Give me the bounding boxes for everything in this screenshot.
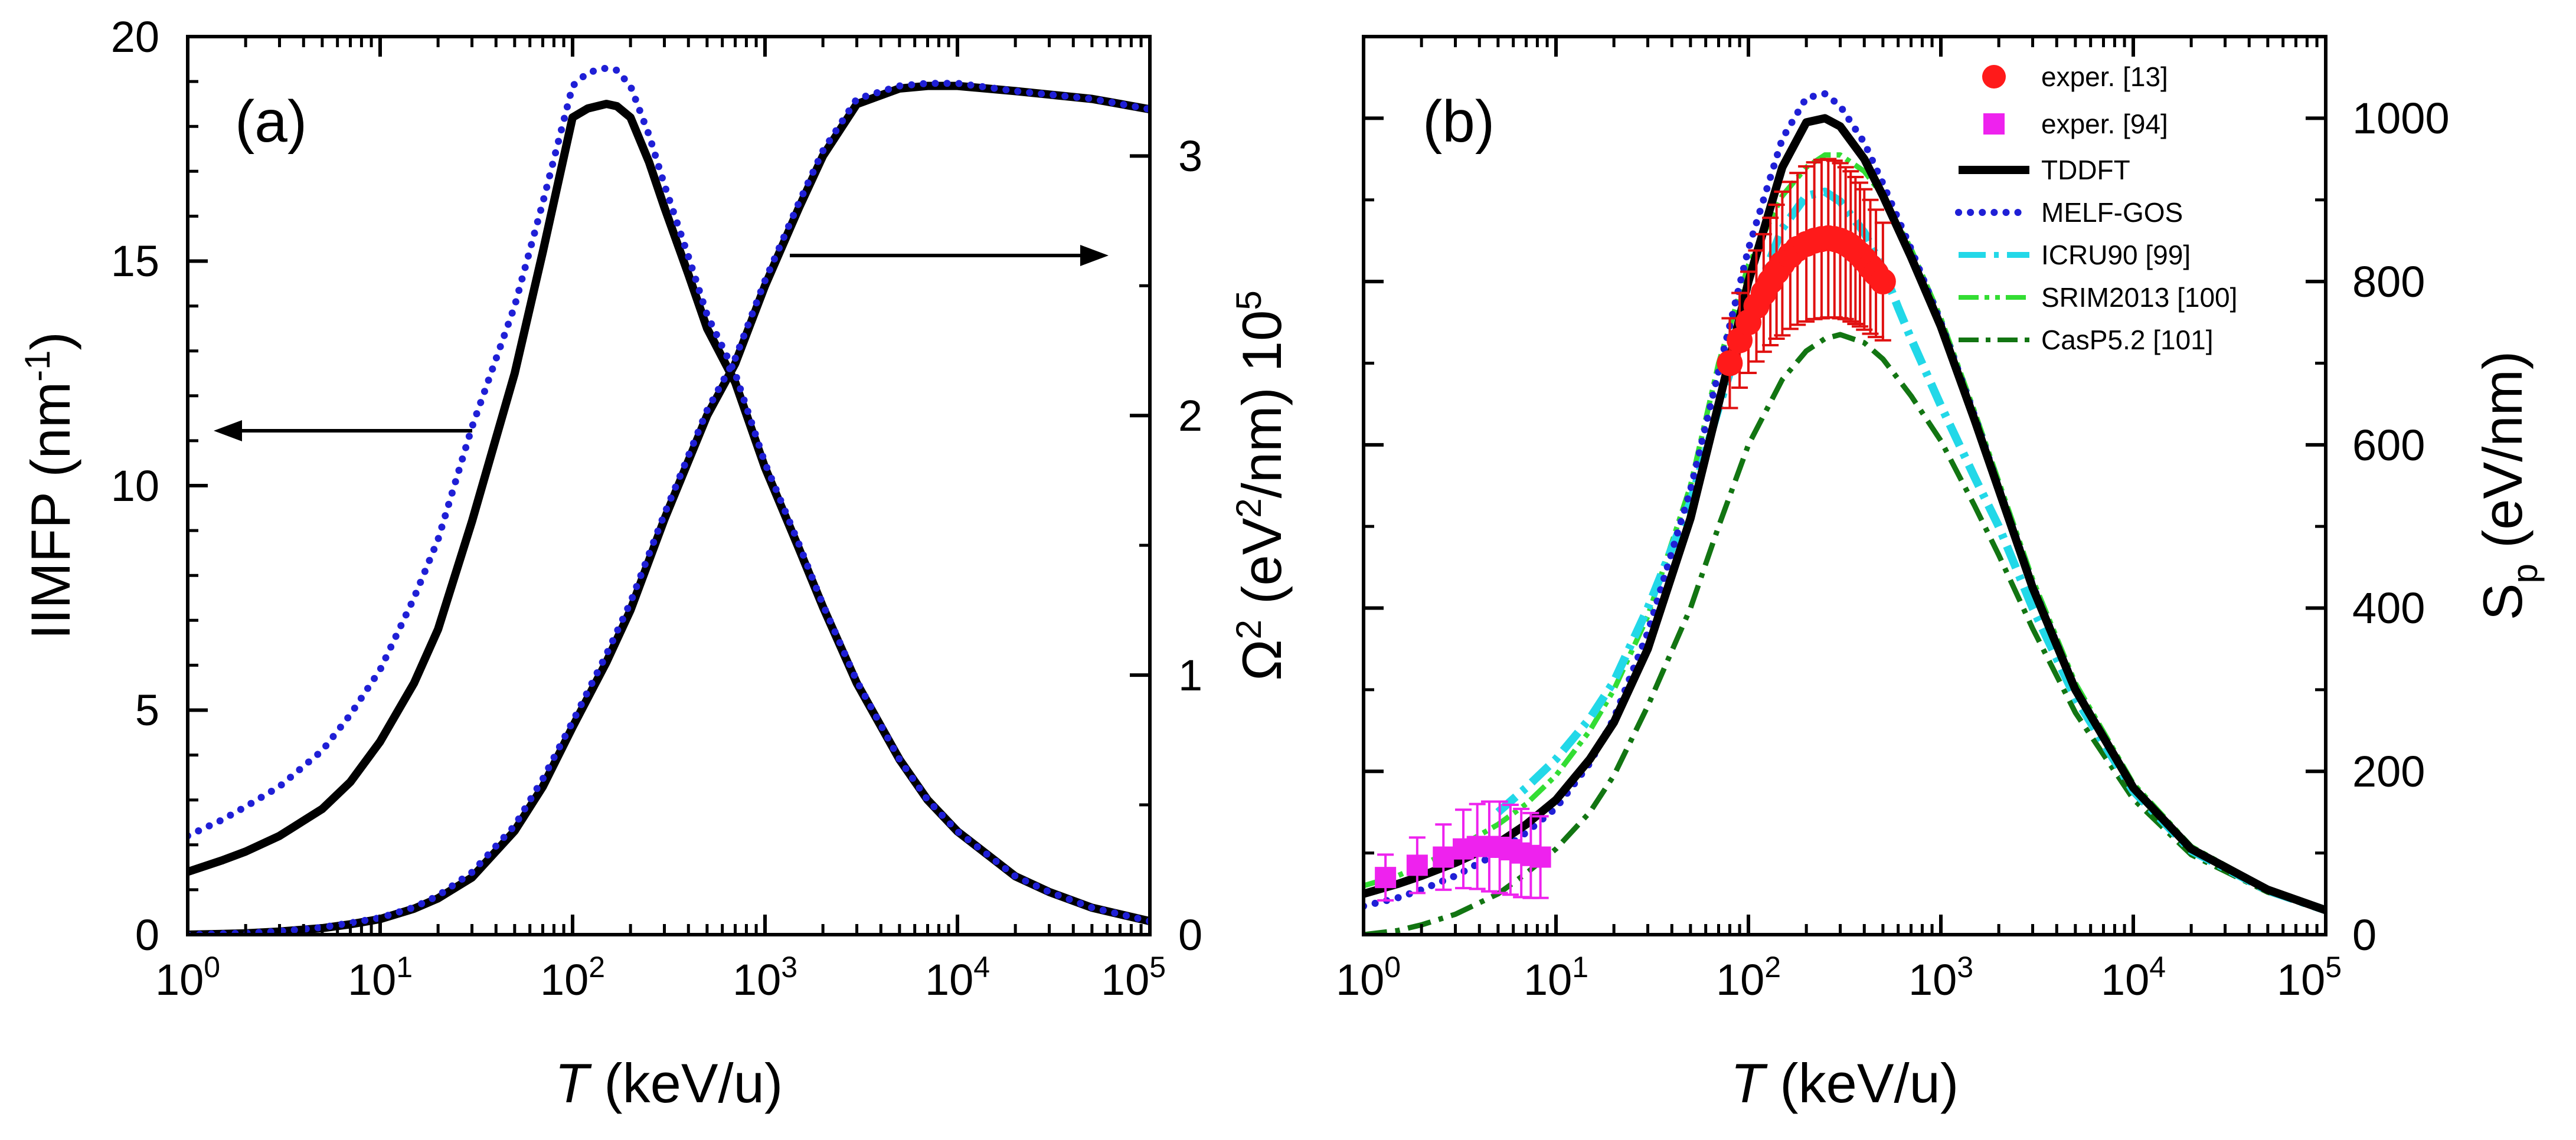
data-point xyxy=(1869,268,1896,295)
legend-label: exper. [13] xyxy=(2041,61,2168,92)
series-iimfp-melf-gos xyxy=(188,64,1150,925)
panel-a-label: (a) xyxy=(235,89,307,155)
panel-b-ytick-label: 1000 xyxy=(2352,94,2450,143)
panel-b-label: (b) xyxy=(1423,89,1495,155)
panel-a-y2tick-label: 3 xyxy=(1178,132,1202,181)
panel-a-xtick-label: 100 xyxy=(155,951,220,1004)
legend-entry-icru90: ICRU90 [99] xyxy=(1959,240,2191,270)
panel-b-ytick-label: 0 xyxy=(2352,910,2376,959)
panel-a-ytick-label: 0 xyxy=(135,910,159,959)
legend-entry-tddft: TDDFT xyxy=(1959,155,2130,185)
panel-b-xlabel: T (keV/u) xyxy=(1731,1052,1959,1114)
data-point xyxy=(1529,846,1551,868)
legend-entry-melf-gos: MELF-GOS xyxy=(1955,197,2183,228)
panel-b: 0 200 400 600 800 1000 100 101 102 103 1… xyxy=(1336,35,2545,1114)
panel-a: 0 5 10 15 20 0 1 2 3 100 101 102 103 104… xyxy=(18,12,1293,1114)
panel-b-ytick-label: 800 xyxy=(2352,257,2425,306)
data-point xyxy=(1406,854,1428,876)
panel-b-xtick-label: 100 xyxy=(1336,951,1401,1004)
data-point xyxy=(1717,350,1743,376)
panel-a-series xyxy=(188,64,1150,935)
panel-b-ylabel: Sp (eV/nm) xyxy=(2472,351,2545,620)
data-point xyxy=(1433,846,1454,868)
legend-entry-exper13: exper. [13] xyxy=(1982,61,2168,92)
legend-label: CasP5.2 [101] xyxy=(2041,325,2214,355)
panel-a-xlabel: T (keV/u) xyxy=(555,1052,783,1114)
panel-b-xtick-label: 105 xyxy=(2277,951,2342,1004)
panel-b-xtick-label: 101 xyxy=(1524,951,1588,1004)
panel-a-ylabel-left: IIMFP (nm-1) xyxy=(18,332,81,640)
legend-label: exper. [94] xyxy=(2041,109,2168,139)
series-casp5-2-101 xyxy=(1364,332,2326,935)
panel-a-ytick-label: 15 xyxy=(111,237,159,286)
panel-b-ytick-label: 200 xyxy=(2352,747,2425,796)
panel-a-ylabel-right: Ω2 (eV2/nm) 105 xyxy=(1229,290,1293,681)
panel-a-arrow-left xyxy=(214,420,472,441)
legend-entry-srim2013: SRIM2013 [100] xyxy=(1959,282,2237,313)
panel-b-ticks xyxy=(1362,35,2327,936)
series-exper-94 xyxy=(1375,800,1551,902)
panel-a-ytick-label: 5 xyxy=(135,686,159,735)
panel-a-ytick-label: 20 xyxy=(111,12,159,61)
panel-b-ytick-label: 600 xyxy=(2352,421,2425,470)
panel-a-y2tick-label: 0 xyxy=(1178,910,1202,959)
panel-a-xtick-label: 104 xyxy=(925,951,990,1004)
legend-entry-exper94: exper. [94] xyxy=(1983,109,2168,139)
panel-a-xtick-label: 101 xyxy=(348,951,413,1004)
series-tddft xyxy=(1364,114,2326,915)
legend-entry-casp52: CasP5.2 [101] xyxy=(1959,325,2214,355)
legend-label: ICRU90 [99] xyxy=(2041,240,2191,270)
panel-a-y2tick-label: 2 xyxy=(1178,391,1202,440)
panel-a-xtick-label: 105 xyxy=(1101,951,1166,1004)
panel-b-xtick-label: 102 xyxy=(1716,951,1781,1004)
panel-a-ytick-label: 10 xyxy=(111,461,159,510)
legend-label: SRIM2013 [100] xyxy=(2041,282,2237,313)
panel-b-frame xyxy=(1362,35,2327,936)
panel-a-arrow-right xyxy=(790,245,1109,266)
data-point xyxy=(1375,867,1397,889)
panel-b-xtick-label: 104 xyxy=(2101,951,2166,1004)
panel-a-xtick-label: 102 xyxy=(540,951,605,1004)
panel-a-ticks xyxy=(186,35,1152,936)
panel-b-ytick-label: 400 xyxy=(2352,584,2425,633)
panel-a-y2tick-label: 1 xyxy=(1178,651,1202,700)
legend-label: MELF-GOS xyxy=(2041,197,2183,228)
series-exper-13 xyxy=(1717,158,1896,410)
panel-b-series xyxy=(1364,90,2326,935)
panel-a-xtick-label: 103 xyxy=(733,951,797,1004)
panel-b-legend: exper. [13] exper. [94] TDDFT MELF-GOS I… xyxy=(1955,61,2237,355)
legend-label: TDDFT xyxy=(2041,155,2130,185)
panel-b-xtick-label: 103 xyxy=(1908,951,1973,1004)
